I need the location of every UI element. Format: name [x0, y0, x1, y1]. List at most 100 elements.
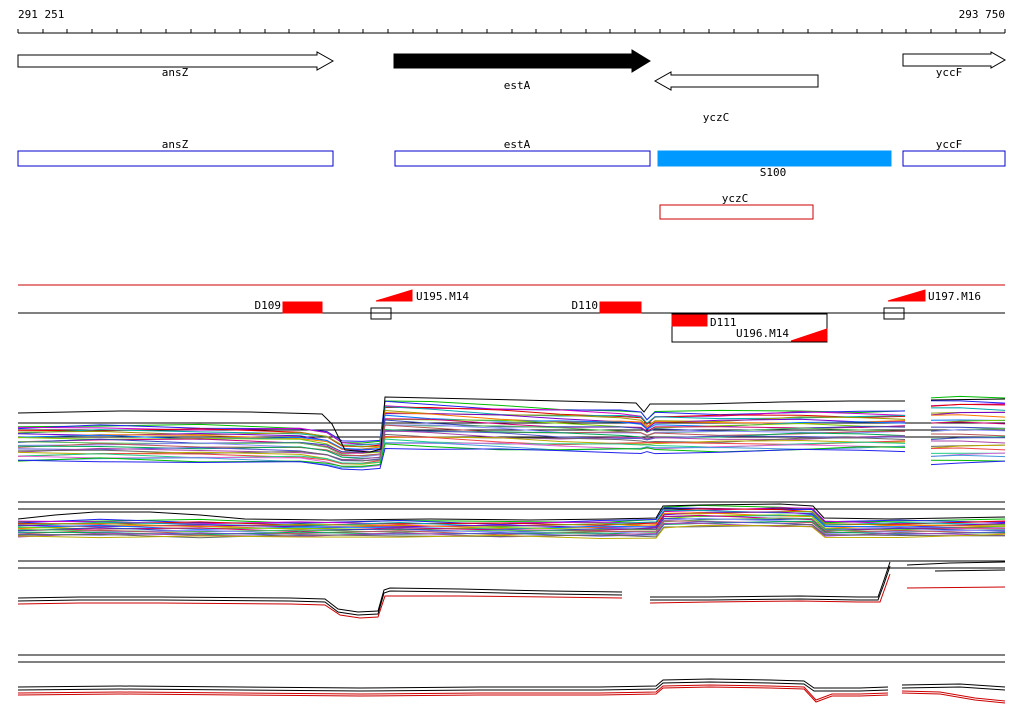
probe-outline-box [370, 307, 392, 320]
probe-ramp-U196.M14[interactable] [790, 328, 828, 342]
probe-outline-box [671, 313, 828, 343]
signal-line [17, 681, 889, 692]
profile-line [17, 514, 1006, 533]
coordinate-end: 293 750 [958, 8, 1005, 21]
envelope-line [17, 503, 1006, 521]
profile-line [930, 400, 1006, 404]
profile-line [17, 412, 906, 450]
signal-line [17, 590, 623, 616]
probe-label: D109 [254, 299, 282, 312]
gene-arrow-label: yccF [935, 66, 963, 79]
probe-box-D111[interactable] [671, 314, 708, 327]
profile-line [930, 414, 1006, 418]
signal-line [934, 569, 1006, 572]
profile-line [17, 436, 906, 465]
probe-signal-2 [17, 654, 1006, 704]
probe-label: U195.M14 [416, 290, 469, 303]
signal-line [649, 573, 891, 604]
gene-box-S100[interactable] [657, 150, 892, 167]
profile-line [930, 429, 1006, 432]
signal-line [906, 561, 1006, 566]
profile-line [17, 412, 906, 451]
probe-label: D111 [710, 316, 737, 329]
probe-label: U196.M14 [736, 327, 789, 340]
signal-line [17, 595, 623, 619]
profile-line [17, 524, 1006, 539]
profile-line [930, 395, 1006, 399]
gene-box-label: S100 [759, 166, 787, 179]
expression-profiles-2 [17, 501, 1006, 539]
signal-line [17, 587, 623, 613]
profile-line [17, 443, 906, 467]
envelope-line [17, 396, 905, 453]
profile-line [930, 444, 1006, 449]
signal-line [650, 561, 891, 598]
profile-line [930, 411, 1006, 416]
signal-line [901, 690, 1006, 702]
gene-box-label: ansZ [161, 138, 189, 151]
probe-box-D110[interactable] [599, 301, 642, 314]
gene-arrow-label: estA [503, 79, 531, 92]
profile-line [930, 460, 1006, 466]
profile-line [17, 406, 906, 446]
gene-box-label: yccF [935, 138, 963, 151]
probe-signal-1 [17, 560, 1006, 619]
profile-line [17, 435, 906, 465]
gene-arrow-ansZ[interactable] [17, 51, 335, 71]
signal-line [901, 686, 1006, 691]
profile-line [17, 509, 1006, 528]
gene-box-estA[interactable] [394, 150, 651, 167]
probe-outline-box [883, 307, 905, 320]
profile-line [930, 433, 1006, 437]
profile-line [17, 508, 1006, 526]
profile-line [930, 454, 1006, 458]
profile-line [17, 514, 1006, 531]
gene-arrow-yczC[interactable] [653, 71, 819, 91]
profile-line [930, 421, 1006, 425]
profile-line [17, 521, 1006, 537]
probe-label: U197.M16 [928, 290, 981, 303]
signal-line [901, 683, 1006, 688]
profile-line [930, 403, 1006, 407]
expression-profiles-1 [17, 395, 1006, 471]
signal-line [17, 686, 889, 703]
gene-arrow-label: yczC [702, 111, 730, 124]
profile-line [930, 447, 1006, 451]
gene-box-track [17, 150, 1006, 220]
profile-line [17, 442, 906, 468]
probe-box-D109[interactable] [282, 301, 323, 314]
profile-line [930, 459, 1006, 462]
signal-line [906, 586, 1006, 589]
profile-line [17, 522, 1006, 538]
gene-arrow-label: ansZ [161, 66, 189, 79]
gene-arrow-track [17, 49, 1007, 91]
profile-line [17, 419, 906, 453]
profile-line [930, 407, 1006, 411]
signal-line [901, 692, 1006, 704]
gene-box-label: estA [503, 138, 531, 151]
gene-arrow-estA[interactable] [393, 49, 651, 73]
envelope-line [930, 398, 1006, 401]
profile-line [930, 426, 1006, 429]
profile-line [930, 440, 1006, 444]
gene-box-yccF[interactable] [902, 150, 1006, 167]
probe-track [18, 284, 1005, 343]
ruler [17, 29, 1006, 34]
probe-label: D110 [571, 299, 599, 312]
probe-ramp-U195.M14[interactable] [375, 289, 413, 302]
gene-arrow-yccF[interactable] [902, 51, 1007, 69]
gene-box-label: yczC [721, 192, 749, 205]
coordinate-start: 291 251 [18, 8, 65, 21]
probe-ramp-U197.M16[interactable] [887, 289, 926, 302]
signal-line [650, 565, 891, 601]
gene-box-yczC[interactable] [659, 204, 814, 220]
gene-box-ansZ[interactable] [17, 150, 334, 167]
signal-line [17, 678, 889, 689]
signal-line [17, 684, 889, 701]
profile-line [17, 418, 906, 454]
profile-line [17, 448, 906, 471]
profile-line [17, 430, 906, 461]
